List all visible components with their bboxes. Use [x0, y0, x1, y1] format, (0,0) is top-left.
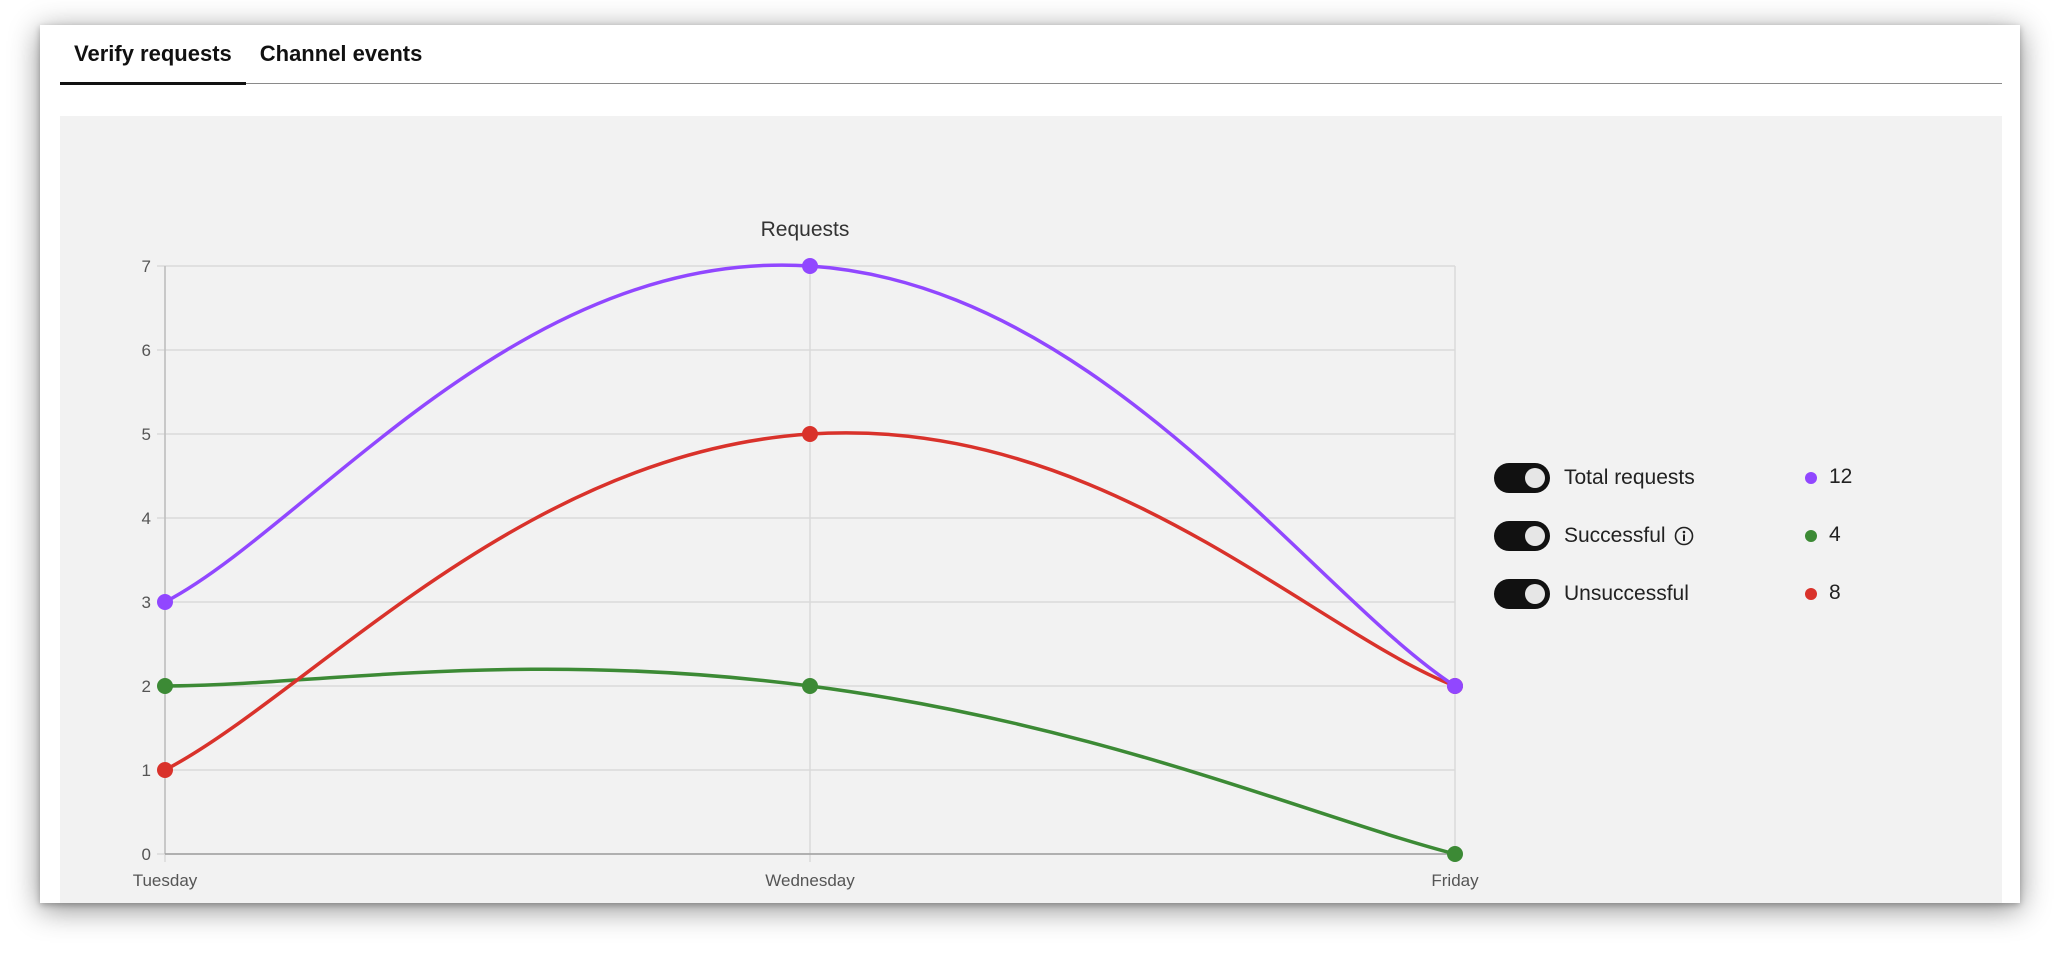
- data-point-unsuccessful[interactable]: [157, 762, 173, 778]
- x-tick-label: Wednesday: [765, 871, 855, 890]
- y-tick-label: 1: [142, 761, 151, 780]
- y-tick-label: 5: [142, 425, 151, 444]
- data-point-successful[interactable]: [1447, 846, 1463, 862]
- total-requests-toggle[interactable]: [1494, 463, 1550, 493]
- successful-toggle[interactable]: [1494, 521, 1550, 551]
- data-point-total-requests[interactable]: [802, 258, 818, 274]
- y-tick-label: 2: [142, 677, 151, 696]
- legend-label-text: Unsuccessful: [1564, 582, 1689, 605]
- x-tick-label: Tuesday: [133, 871, 198, 890]
- legend-row-unsuccessful: Unsuccessful 8: [1494, 565, 1914, 623]
- data-point-total-requests[interactable]: [157, 594, 173, 610]
- y-tick-label: 0: [142, 845, 151, 864]
- legend-label-unsuccessful: Unsuccessful: [1564, 582, 1689, 606]
- data-point-unsuccessful[interactable]: [802, 426, 818, 442]
- x-tick-label: Friday: [1431, 871, 1479, 890]
- tab-bar: Verify requests Channel events: [60, 25, 2002, 85]
- legend-dot-unsuccessful: [1805, 588, 1817, 600]
- chart-panel: 0 1 2 3 4 5 6 7 Tuesday Wednesday Friday Requests …: [60, 116, 2002, 903]
- legend-label-successful: Successful: [1564, 524, 1694, 548]
- legend-label-text: Total requests: [1564, 466, 1695, 489]
- toggle-knob: [1525, 468, 1545, 488]
- info-icon[interactable]: [1674, 526, 1694, 546]
- legend-value-successful: 4: [1829, 523, 1841, 546]
- data-point-successful[interactable]: [157, 678, 173, 694]
- chart-legend: Total requests 12 Successful 4: [1494, 449, 1914, 623]
- legend-label-total-requests: Total requests: [1564, 466, 1695, 490]
- y-tick-label: 4: [142, 509, 151, 528]
- toggle-knob: [1525, 584, 1545, 604]
- legend-row-total-requests: Total requests 12: [1494, 449, 1914, 507]
- legend-value-unsuccessful: 8: [1829, 581, 1841, 604]
- legend-row-successful: Successful 4: [1494, 507, 1914, 565]
- tab-verify-requests[interactable]: Verify requests: [60, 25, 246, 85]
- legend-dot-successful: [1805, 530, 1817, 542]
- requests-chart: 0 1 2 3 4 5 6 7 Tuesday Wednesday Friday Requests: [133, 218, 1479, 890]
- toggle-knob: [1525, 526, 1545, 546]
- chart-title: Requests: [761, 218, 850, 241]
- y-tick-label: 3: [142, 593, 151, 612]
- data-point-total-requests[interactable]: [1447, 678, 1463, 694]
- y-tick-label: 6: [142, 341, 151, 360]
- data-point-successful[interactable]: [802, 678, 818, 694]
- legend-dot-total-requests: [1805, 472, 1817, 484]
- y-tick-label: 7: [142, 257, 151, 276]
- tab-channel-events[interactable]: Channel events: [259, 41, 423, 66]
- unsuccessful-toggle[interactable]: [1494, 579, 1550, 609]
- legend-value-total-requests: 12: [1829, 465, 1853, 488]
- legend-label-text: Successful: [1564, 524, 1666, 547]
